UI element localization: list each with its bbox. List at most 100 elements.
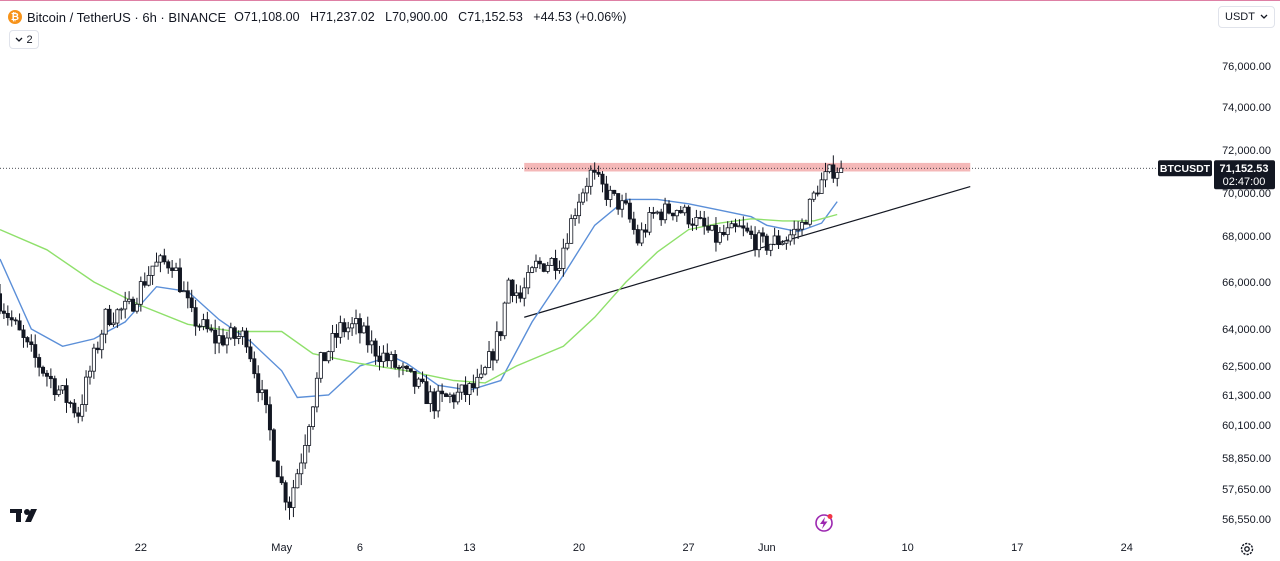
- candle[interactable]: [299, 453, 304, 486]
- candle[interactable]: [310, 406, 315, 430]
- candle[interactable]: [373, 338, 378, 365]
- candle[interactable]: [741, 216, 746, 237]
- candle[interactable]: [17, 313, 22, 331]
- candle[interactable]: [9, 310, 14, 327]
- candle[interactable]: [166, 259, 171, 274]
- candle[interactable]: [361, 322, 366, 334]
- candle[interactable]: [123, 291, 128, 319]
- candle[interactable]: [146, 266, 151, 287]
- candle[interactable]: [72, 399, 77, 418]
- candle[interactable]: [635, 224, 640, 246]
- candle[interactable]: [170, 259, 175, 278]
- candle[interactable]: [553, 249, 558, 280]
- candle[interactable]: [33, 334, 38, 368]
- candle[interactable]: [99, 329, 104, 359]
- candle[interactable]: [721, 224, 726, 237]
- candle[interactable]: [533, 254, 538, 273]
- candle[interactable]: [717, 227, 722, 245]
- candle[interactable]: [397, 364, 402, 378]
- candle[interactable]: [357, 313, 362, 344]
- moving-average-slow[interactable]: [0, 213, 838, 384]
- candle[interactable]: [217, 326, 222, 354]
- candle[interactable]: [479, 364, 484, 380]
- lightning-bolt-icon[interactable]: [814, 513, 834, 533]
- candle[interactable]: [377, 345, 382, 371]
- candle[interactable]: [530, 265, 535, 274]
- candle[interactable]: [643, 223, 648, 238]
- candle[interactable]: [181, 281, 186, 293]
- candle[interactable]: [314, 372, 319, 413]
- candle[interactable]: [483, 365, 488, 376]
- candle[interactable]: [498, 331, 503, 341]
- candle[interactable]: [702, 211, 707, 235]
- candle[interactable]: [424, 374, 429, 405]
- candle[interactable]: [177, 258, 182, 294]
- candle[interactable]: [256, 365, 261, 402]
- price-axis[interactable]: 76,000.00 74,000.00 72,000.00 70,000.00 68,0…: [1222, 61, 1271, 526]
- candle[interactable]: [627, 198, 632, 223]
- candle[interactable]: [232, 326, 237, 346]
- candle[interactable]: [670, 212, 675, 221]
- candle[interactable]: [131, 296, 136, 312]
- candle[interactable]: [835, 167, 840, 187]
- candle[interactable]: [839, 160, 844, 173]
- candle[interactable]: [788, 229, 793, 246]
- candle[interactable]: [651, 206, 656, 219]
- candle[interactable]: [420, 371, 425, 384]
- candle[interactable]: [596, 165, 601, 177]
- candle[interactable]: [753, 226, 758, 257]
- time-axis[interactable]: 22 May 6 13 20 27 Jun 10 17 24: [135, 542, 1133, 554]
- candle[interactable]: [537, 257, 542, 269]
- candle[interactable]: [318, 351, 323, 383]
- candle[interactable]: [307, 424, 312, 453]
- candle[interactable]: [389, 351, 394, 369]
- candle[interactable]: [150, 265, 155, 285]
- candle[interactable]: [573, 208, 578, 226]
- candle[interactable]: [68, 400, 73, 408]
- candle[interactable]: [623, 192, 628, 206]
- indicators-toggle-button[interactable]: 2: [9, 30, 39, 49]
- candle[interactable]: [784, 236, 789, 250]
- candle[interactable]: [749, 225, 754, 240]
- candle[interactable]: [84, 370, 89, 412]
- candle[interactable]: [557, 260, 562, 274]
- candle[interactable]: [185, 281, 190, 309]
- candle[interactable]: [647, 206, 652, 236]
- candle[interactable]: [819, 172, 824, 194]
- candle[interactable]: [25, 336, 30, 348]
- candle[interactable]: [471, 374, 476, 393]
- candle[interactable]: [823, 162, 828, 188]
- candle[interactable]: [334, 324, 339, 348]
- candle[interactable]: [807, 198, 812, 227]
- candle[interactable]: [346, 321, 351, 340]
- candle[interactable]: [44, 370, 49, 387]
- candle[interactable]: [95, 341, 100, 354]
- candle[interactable]: [827, 164, 832, 174]
- candle[interactable]: [678, 206, 683, 214]
- candle[interactable]: [659, 208, 664, 226]
- candle[interactable]: [725, 221, 730, 241]
- candle[interactable]: [800, 218, 805, 236]
- candle[interactable]: [252, 351, 257, 379]
- candle[interactable]: [41, 365, 46, 377]
- candle[interactable]: [87, 365, 92, 385]
- candle[interactable]: [436, 385, 441, 418]
- candle[interactable]: [1, 303, 6, 320]
- candle[interactable]: [545, 261, 550, 274]
- candle[interactable]: [271, 428, 276, 462]
- candle[interactable]: [592, 162, 597, 180]
- candle[interactable]: [604, 175, 609, 206]
- candle[interactable]: [354, 309, 359, 335]
- candle[interactable]: [710, 224, 715, 232]
- candle[interactable]: [350, 317, 355, 336]
- candle[interactable]: [565, 233, 570, 251]
- candle[interactable]: [561, 238, 566, 277]
- candle[interactable]: [776, 229, 781, 249]
- candle[interactable]: [404, 364, 409, 373]
- symbol-legend[interactable]: ₿ Bitcoin / TetherUS · 6h · BINANCE O71,…: [8, 8, 626, 26]
- candle[interactable]: [729, 220, 734, 229]
- candle[interactable]: [197, 323, 202, 331]
- candle[interactable]: [52, 375, 57, 401]
- candle[interactable]: [91, 343, 96, 379]
- candle[interactable]: [698, 210, 703, 220]
